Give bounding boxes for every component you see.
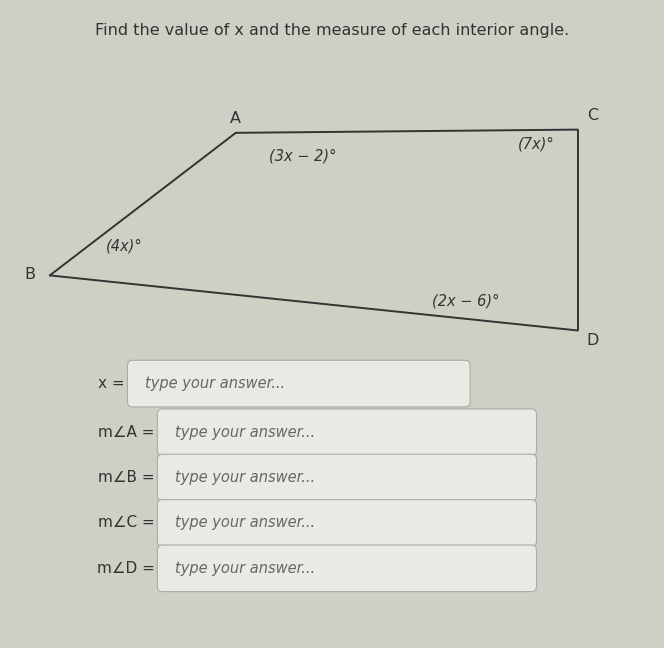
Text: (7x)°: (7x)°	[518, 136, 554, 152]
Text: type your answer...: type your answer...	[175, 470, 315, 485]
FancyBboxPatch shape	[157, 545, 537, 592]
Text: x =: x =	[98, 376, 125, 391]
Text: m∠B =: m∠B =	[98, 470, 155, 485]
FancyBboxPatch shape	[157, 454, 537, 501]
Text: A: A	[230, 111, 241, 126]
Text: D: D	[586, 332, 598, 348]
Text: C: C	[587, 108, 598, 123]
Text: (4x)°: (4x)°	[106, 238, 143, 254]
Text: B: B	[25, 266, 35, 282]
FancyBboxPatch shape	[127, 360, 470, 407]
Text: m∠D =: m∠D =	[97, 561, 155, 576]
Text: m∠C =: m∠C =	[98, 515, 155, 531]
Text: (2x − 6)°: (2x − 6)°	[432, 294, 499, 309]
Text: type your answer...: type your answer...	[145, 376, 285, 391]
Text: type your answer...: type your answer...	[175, 561, 315, 576]
FancyBboxPatch shape	[157, 409, 537, 456]
Text: Find the value of x and the measure of each interior angle.: Find the value of x and the measure of e…	[95, 23, 569, 38]
FancyBboxPatch shape	[157, 500, 537, 546]
Text: type your answer...: type your answer...	[175, 515, 315, 531]
Text: m∠A =: m∠A =	[98, 424, 155, 440]
Text: type your answer...: type your answer...	[175, 424, 315, 440]
Text: (3x − 2)°: (3x − 2)°	[269, 148, 337, 163]
